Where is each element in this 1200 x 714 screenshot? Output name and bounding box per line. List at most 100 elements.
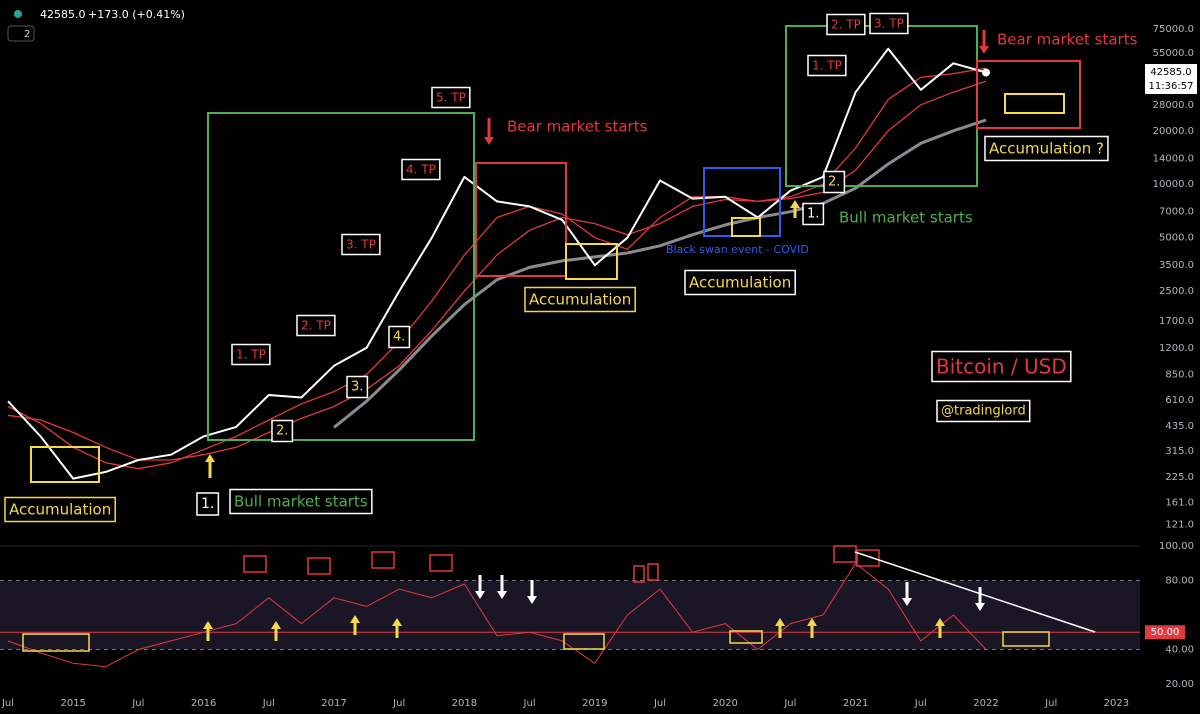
y-tick-label: 121.0 <box>1165 520 1194 531</box>
arrow-head <box>497 591 507 599</box>
y-tick-label: 10000.0 <box>1153 179 1194 190</box>
annotation-frame <box>802 202 825 226</box>
y-tick-label: 610.0 <box>1165 395 1194 406</box>
annotation-box <box>565 243 618 280</box>
annotation-frame <box>229 488 373 515</box>
trend-line <box>854 551 1096 633</box>
annotation-box <box>976 60 1081 129</box>
annotation-frame <box>823 170 846 194</box>
annotation-box <box>371 551 395 569</box>
x-tick-label: 2022 <box>973 698 998 709</box>
arrow-head <box>203 621 213 629</box>
y-tick-label: 55000.0 <box>1153 48 1194 59</box>
indicator-toggle[interactable] <box>7 25 35 42</box>
annotation: Bitcoin / USD <box>936 355 1067 379</box>
y-tick-label: 2500.0 <box>1159 286 1194 297</box>
annotation-box <box>22 633 90 652</box>
annotation-box <box>30 446 100 483</box>
annotation-frame <box>388 325 411 349</box>
header-change: +173.0 (+0.41%) <box>88 8 185 21</box>
y-tick-label: 315.0 <box>1165 446 1194 457</box>
annotation: Accumulation <box>529 291 631 309</box>
x-tick-label: Jul <box>1 698 14 709</box>
x-tick-label: 2018 <box>452 698 477 709</box>
last-price-dot <box>982 68 990 77</box>
x-tick-label: Jul <box>914 698 927 709</box>
arrow-head <box>902 598 912 606</box>
arrow-head <box>975 603 985 611</box>
annotation-box <box>729 630 763 644</box>
annotation-box <box>833 545 857 563</box>
countdown: 11:36:57 <box>1149 81 1194 92</box>
annotation-box <box>856 549 880 567</box>
x-tick-label: 2021 <box>843 698 868 709</box>
annotation-box <box>731 217 761 237</box>
y-tick-label: 28000.0 <box>1153 100 1194 111</box>
annotation-box <box>1002 631 1050 647</box>
x-tick-label: Jul <box>783 698 796 709</box>
annotation-box <box>475 162 567 277</box>
x-tick-label: Jul <box>1044 698 1057 709</box>
status-dot <box>14 10 22 18</box>
arrow-head <box>807 618 817 626</box>
annotation-frame <box>984 135 1109 162</box>
annotation: Bear market starts <box>997 31 1138 49</box>
y-tick-label: 5000.0 <box>1159 233 1194 244</box>
annotation-frame <box>341 233 381 256</box>
annotation-box <box>207 112 475 441</box>
annotation: 2. TP <box>301 319 331 333</box>
annotation-frame <box>807 54 847 77</box>
y-tick-label: 14000.0 <box>1153 153 1194 164</box>
rsi-band <box>0 580 1140 650</box>
annotation-box <box>563 633 605 650</box>
annotation-box <box>429 554 453 572</box>
annotation-frame <box>684 269 796 296</box>
y-tick-label: 3500.0 <box>1159 260 1194 271</box>
indicator-count: 2 <box>24 29 30 40</box>
annotation: Bull market starts <box>839 209 973 227</box>
y-tick-label: 20000.0 <box>1153 126 1194 137</box>
series-line <box>7 67 987 470</box>
annotation-frame <box>401 158 441 181</box>
annotation: 4. TP <box>406 163 436 177</box>
x-tick-label: Jul <box>523 698 536 709</box>
annotation-frame <box>524 286 636 313</box>
annotation: 2. <box>276 424 288 439</box>
y-tick-label: 40.00 <box>1165 644 1194 655</box>
price-tag-bg <box>1145 64 1197 94</box>
annotation-frame <box>869 12 909 35</box>
annotation-frame <box>826 13 866 36</box>
x-tick-label: 2016 <box>191 698 216 709</box>
annotation: 2. TP <box>831 18 861 32</box>
annotation: Accumulation ? <box>989 140 1104 158</box>
annotation-frame <box>931 350 1072 383</box>
x-tick-label: 2020 <box>712 698 737 709</box>
annotation: 3. <box>351 380 363 395</box>
annotation: 3. TP <box>346 238 376 252</box>
annotation-frame <box>231 343 271 366</box>
annotation: 5. TP <box>436 91 466 105</box>
y-tick-label: 1200.0 <box>1159 343 1194 354</box>
annotation-frame <box>271 419 294 443</box>
annotation-frame <box>296 314 336 337</box>
price-tag: 42585.0 <box>1150 67 1191 78</box>
annotation: Accumulation <box>9 501 111 519</box>
annotation-frame <box>196 492 220 516</box>
arrow-head <box>392 618 402 626</box>
annotation: Accumulation <box>689 274 791 292</box>
x-tick-label: Jul <box>392 698 405 709</box>
series-line <box>333 118 987 429</box>
annotation-box <box>307 557 331 575</box>
annotation-box <box>1004 93 1065 114</box>
x-tick-label: Jul <box>131 698 144 709</box>
annotation: 1. TP <box>812 59 842 73</box>
arrow-head <box>775 618 785 626</box>
annotation-frame <box>431 86 471 109</box>
y-tick-label: 7000.0 <box>1159 207 1194 218</box>
annotation: @tradinglord <box>941 404 1026 419</box>
y-tick-label: 75000.0 <box>1153 24 1194 35</box>
y-tick-label: 435.0 <box>1165 421 1194 432</box>
arrow-head <box>935 618 945 626</box>
annotation: 1. <box>201 496 214 512</box>
x-tick-label: 2015 <box>60 698 85 709</box>
